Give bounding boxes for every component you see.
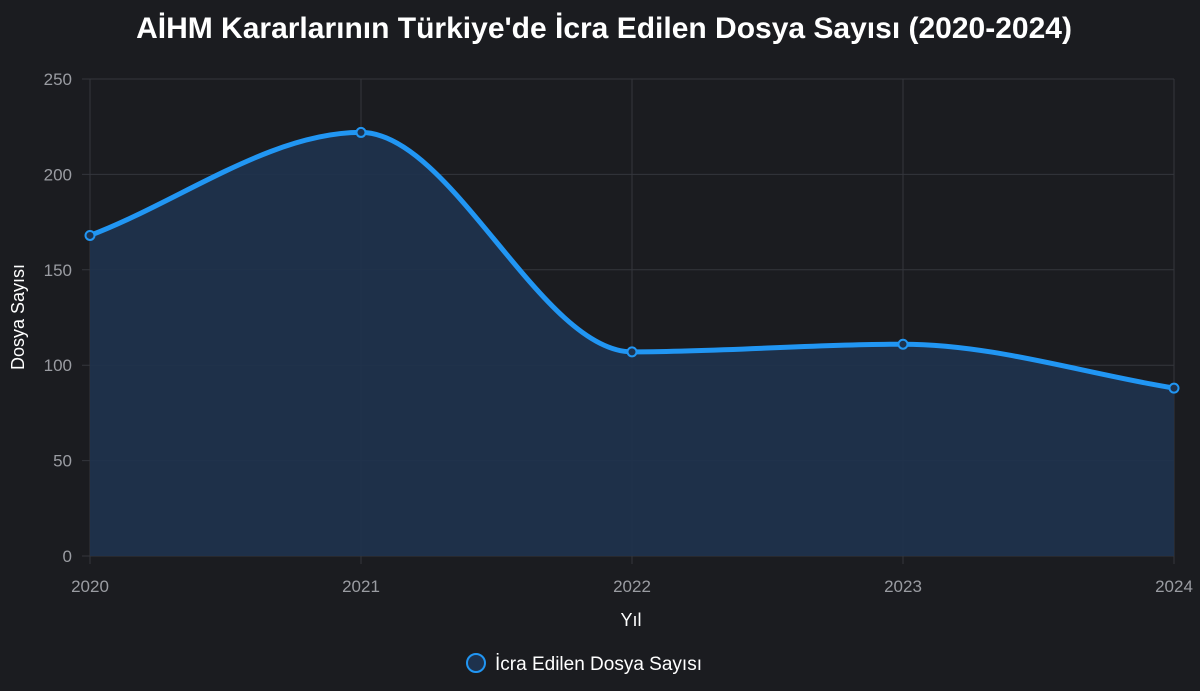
area-fill xyxy=(90,132,1174,556)
y-tick-label: 0 xyxy=(63,547,72,566)
legend[interactable]: İcra Edilen Dosya Sayısı xyxy=(466,653,702,675)
x-tick-label: 2021 xyxy=(342,577,380,596)
plot-area xyxy=(84,126,1180,556)
data-point[interactable] xyxy=(84,229,96,241)
chart-title: AİHM Kararlarının Türkiye'de İcra Edilen… xyxy=(136,12,1072,45)
x-tick-label: 2024 xyxy=(1155,577,1193,596)
series-line xyxy=(87,129,1177,391)
x-axis-title: Yıl xyxy=(620,610,641,630)
x-tick-label: 2023 xyxy=(884,577,922,596)
y-tick-label: 100 xyxy=(44,356,72,375)
data-point[interactable] xyxy=(897,338,909,350)
data-point[interactable] xyxy=(1168,382,1180,394)
data-point[interactable] xyxy=(355,126,367,138)
y-tick-label: 150 xyxy=(44,261,72,280)
x-tick-label: 2022 xyxy=(613,577,651,596)
data-point[interactable] xyxy=(626,346,638,358)
legend-label: İcra Edilen Dosya Sayısı xyxy=(495,654,702,675)
legend-marker xyxy=(466,653,486,673)
y-axis: 0 50 100 150 200 250 xyxy=(44,70,72,566)
y-tick-label: 250 xyxy=(44,70,72,89)
y-tick-label: 200 xyxy=(44,165,72,184)
x-tick-label: 2020 xyxy=(71,577,109,596)
y-axis-title: Dosya Sayısı xyxy=(8,264,28,370)
x-axis: 2020 2021 2022 2023 2024 xyxy=(71,577,1193,596)
y-tick-label: 50 xyxy=(53,452,72,471)
